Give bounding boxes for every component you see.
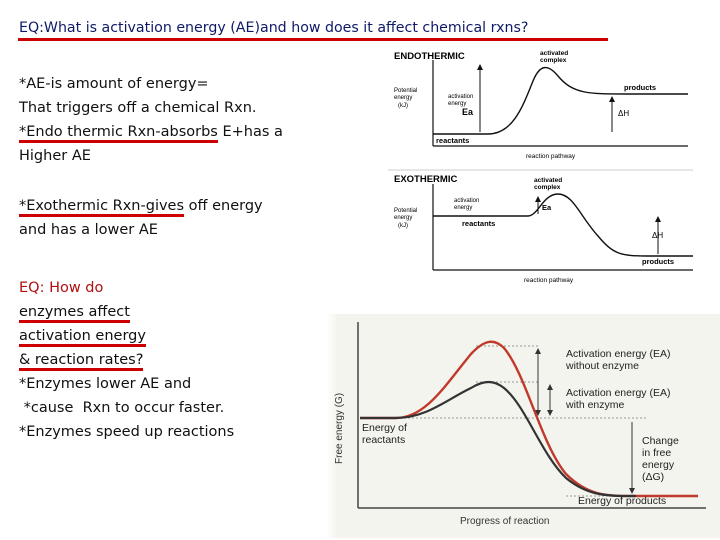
exothermic-title: EXOTHERMIC: [394, 174, 457, 185]
endo-activated-complex: activated complex: [540, 50, 570, 64]
curve-without-enzyme: [360, 340, 698, 498]
endo-line-2: Higher AE: [19, 148, 91, 164]
endo-curve: [433, 66, 688, 135]
change-free-energy-label: Change in free energy (ΔG): [642, 435, 682, 483]
exo-line-2: and has a lower AE: [19, 222, 158, 238]
enzyme-x-label: Progress of reaction: [460, 516, 550, 527]
exo-dh-label: ΔH: [652, 231, 663, 240]
exo-potential-energy: Potential energy (kJ): [394, 208, 419, 229]
ae-def-line-1: *AE-is amount of energy=: [19, 76, 209, 92]
exo-ea-label: Ea: [542, 203, 552, 212]
title-underline: [18, 38, 608, 41]
exo-line-1: *Exothermic Rxn-gives off energy: [19, 194, 263, 218]
endo-potential-energy: Potential energy (kJ): [394, 88, 419, 109]
page-title: EQ:What is activation energy (AE)and how…: [19, 20, 529, 36]
exo-rest: off energy: [184, 198, 263, 214]
endo-products-label: products: [624, 83, 656, 92]
exo-activation-energy: activation energy: [454, 198, 481, 211]
exo-definition: *Exothermic Rxn-gives off energy and has…: [19, 194, 263, 242]
endothermic-title: ENDOTHERMIC: [394, 51, 465, 62]
exothermic-bg: [388, 168, 700, 286]
ae-definition: *AE-is amount of energy= That triggers o…: [19, 72, 283, 168]
endo-rest: E+has a: [217, 124, 283, 140]
endo-dh-label: ΔH: [618, 109, 629, 118]
eq2-line-2: enzymes affect: [19, 300, 234, 324]
enzyme-bg: [326, 314, 720, 538]
enzyme-question: EQ: How do enzymes affect activation ene…: [19, 276, 234, 444]
enz-line-3: *Enzymes speed up reactions: [19, 424, 235, 440]
endo-line-1: *Endo thermic Rxn-absorbs E+has a: [19, 120, 283, 144]
ae-without-label: Activation energy (EA) without enzyme: [565, 348, 673, 372]
endo-reaction-pathway: reaction pathway: [526, 153, 576, 160]
enz-line-2: *cause Rxn to occur faster.: [19, 400, 225, 416]
exo-reactants-label: reactants: [462, 219, 495, 228]
endo-activation-energy: activation energy: [448, 94, 475, 107]
exo-products-label: products: [642, 257, 674, 266]
curve-with-enzyme: [360, 380, 637, 498]
exothermic-diagram: EXOTHERMIC Potential energy (kJ) activat…: [388, 168, 700, 286]
endothermic-diagram: ENDOTHERMIC Potential energy (kJ) activa…: [388, 46, 698, 164]
energy-reactants-label: Energy of reactants: [362, 422, 410, 446]
exo-activated-complex: activated complex: [534, 177, 564, 191]
energy-products-label: Energy of products: [578, 495, 666, 507]
exo-curve: [433, 193, 693, 257]
endothermic-bg: [388, 46, 698, 164]
enzyme-y-label: Free energy (G): [334, 393, 345, 464]
ae-with-label: Activation energy (EA) with enzyme: [565, 387, 673, 411]
eq2-line-3: activation energy: [19, 324, 234, 348]
enzyme-diagram: Free energy (G) Progress of reaction Act…: [326, 314, 720, 538]
endo-reactants-label: reactants: [436, 136, 469, 145]
enz-line-1: *Enzymes lower AE and: [19, 376, 192, 392]
eq2-line-1: EQ: How do: [19, 280, 104, 296]
exo-underlined: *Exothermic Rxn-gives: [19, 198, 185, 217]
exo-reaction-pathway: reaction pathway: [524, 277, 574, 284]
endo-ea-label: Ea: [462, 107, 474, 117]
ae-def-line-2: That triggers off a chemical Rxn.: [19, 100, 257, 116]
eq2-line-4: & reaction rates?: [19, 348, 234, 372]
endo-underlined: *Endo thermic Rxn-absorbs: [19, 124, 218, 143]
